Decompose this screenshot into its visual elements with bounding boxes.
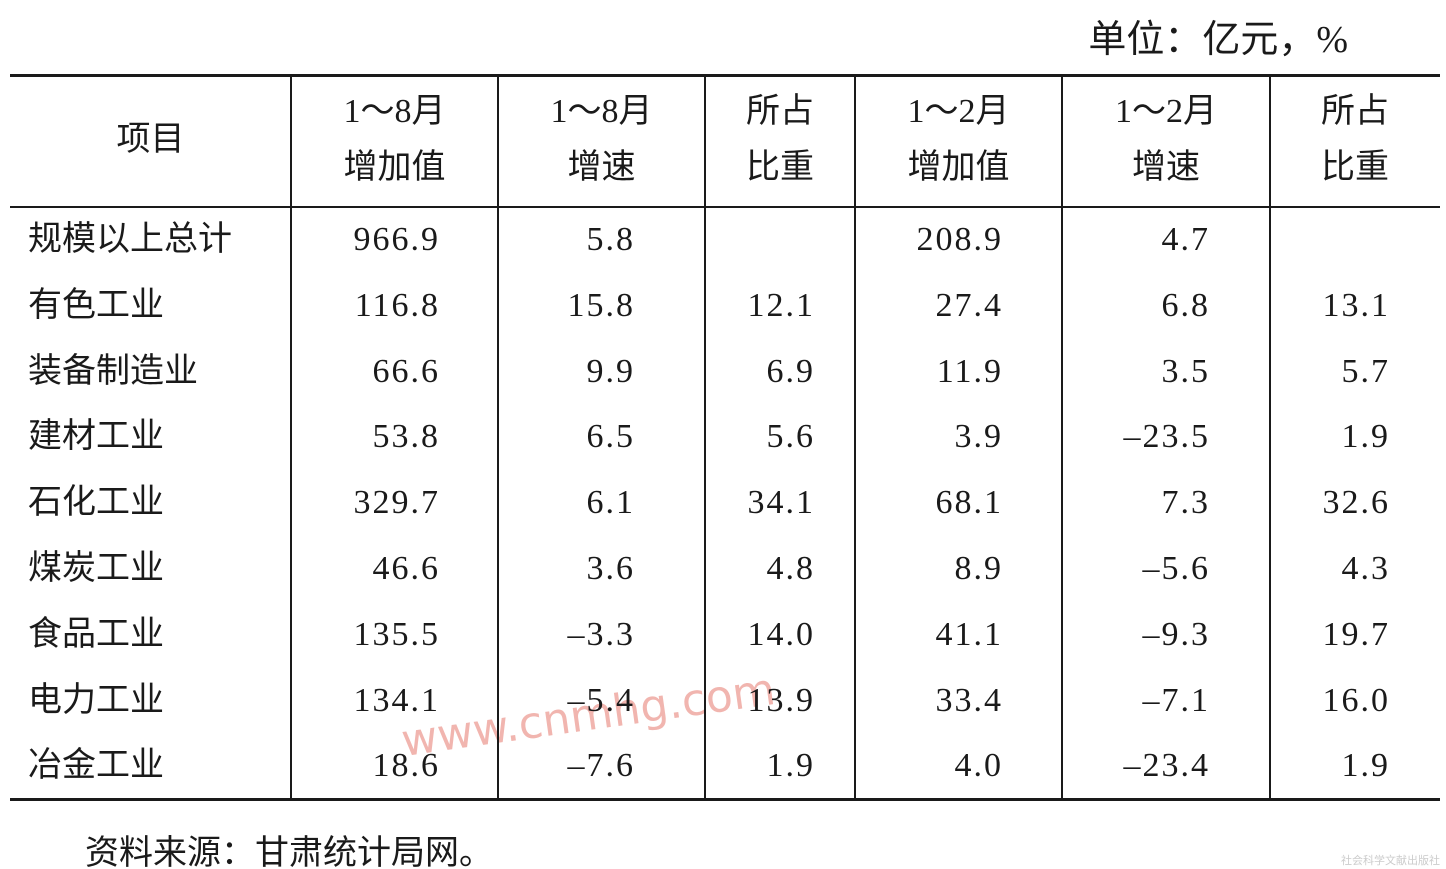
table-cell: 1.9	[766, 747, 815, 785]
row-label: 建材工业	[28, 418, 164, 456]
table-cell: 6.9	[766, 352, 815, 390]
column-rule	[854, 75, 856, 800]
table-cell: 53.8	[372, 418, 440, 456]
table-cell: 11.9	[936, 352, 1003, 390]
table-cell: –5.4	[567, 681, 635, 719]
table-cell: –23.4	[1123, 747, 1210, 785]
table-cell: 46.6	[372, 550, 440, 587]
table-cell: 8.9	[954, 550, 1003, 587]
header-text: 增加值	[907, 149, 1010, 186]
table-cell: –7.1	[1142, 681, 1210, 719]
header-text: 1～8月	[343, 93, 446, 130]
table-cell: 12.1	[747, 286, 815, 324]
table-cell: 134.1	[353, 681, 440, 719]
row-label: 有色工业	[28, 286, 164, 324]
table-cell: 4.3	[1341, 550, 1390, 587]
table-cell: 4.7	[1161, 221, 1210, 258]
table-cell: 15.8	[567, 286, 635, 324]
table-cell: 4.8	[766, 550, 815, 587]
row-label: 石化工业	[28, 484, 164, 522]
table-cell: 1.9	[1341, 418, 1390, 456]
header-text: 增速	[567, 149, 636, 186]
column-rule	[704, 75, 706, 800]
row-label: 电力工业	[28, 681, 164, 719]
header-text: 增速	[1132, 149, 1200, 186]
table-cell: 329.7	[353, 484, 440, 522]
table-cell: 3.9	[954, 418, 1003, 456]
table-cell: 27.4	[935, 286, 1003, 324]
table-cell: 16.0	[1322, 681, 1390, 719]
header-text: 1～2月	[907, 93, 1010, 130]
table-cell: 9.9	[586, 352, 635, 390]
table-cell: 3.5	[1161, 352, 1210, 390]
header-text: 项目	[116, 121, 185, 158]
table-bottom-rule	[10, 798, 1440, 801]
table-cell: 1.9	[1341, 747, 1390, 785]
table-cell: 7.3	[1161, 484, 1210, 522]
row-label: 冶金工业	[28, 747, 164, 785]
table-cell: 116.8	[354, 286, 440, 324]
header-text: 1～2月	[1115, 93, 1217, 130]
header-text: 比重	[1321, 149, 1389, 186]
table-cell: 41.1	[935, 615, 1003, 653]
table-cell: 966.9	[353, 221, 440, 258]
table-cell: 6.5	[586, 418, 635, 456]
table-cell: 3.6	[586, 550, 635, 587]
table-cell: 5.7	[1341, 352, 1390, 390]
table-cell: 208.9	[916, 221, 1003, 258]
column-rule	[1061, 75, 1063, 800]
table-cell: 33.4	[935, 681, 1003, 719]
publisher-mark: 社会科学文献出版社	[1341, 855, 1440, 867]
table-cell: –23.5	[1123, 418, 1210, 456]
table-cell: 13.9	[747, 681, 815, 719]
table-cell: –9.3	[1142, 615, 1210, 653]
header-text: 比重	[746, 149, 814, 186]
row-label: 煤炭工业	[28, 550, 164, 587]
column-rule	[1269, 75, 1271, 800]
source-note: 资料来源：甘肃统计局网。	[85, 835, 493, 869]
table-cell: 6.1	[586, 484, 635, 522]
header-text: 所占	[1321, 93, 1389, 130]
table-cell: –7.6	[567, 747, 635, 785]
unit-label: 单位：亿元，%	[1088, 19, 1348, 61]
table-cell: 5.8	[586, 221, 635, 258]
row-label: 食品工业	[28, 615, 164, 653]
header-rule	[10, 206, 1440, 208]
header-text: 所占	[746, 93, 814, 130]
table-cell: –3.3	[567, 615, 635, 653]
column-rule	[497, 75, 499, 800]
table-cell: 68.1	[935, 484, 1003, 522]
table-cell: 135.5	[353, 615, 440, 653]
column-rule	[290, 75, 292, 800]
table-cell: 18.6	[372, 747, 440, 785]
table-cell: 13.1	[1322, 286, 1390, 324]
row-label: 装备制造业	[28, 352, 198, 390]
table-cell: 34.1	[747, 484, 815, 522]
table-cell: 32.6	[1322, 484, 1390, 522]
table-top-rule	[10, 74, 1440, 77]
header-text: 1～8月	[550, 93, 653, 130]
row-label: 规模以上总计	[28, 221, 232, 258]
table-cell: 66.6	[372, 352, 440, 390]
header-text: 增加值	[343, 149, 446, 186]
table-cell: –5.6	[1142, 550, 1210, 587]
table-cell: 14.0	[747, 615, 815, 653]
table-cell: 19.7	[1322, 615, 1390, 653]
table-cell: 5.6	[766, 418, 815, 456]
table-cell: 6.8	[1161, 286, 1210, 324]
table-cell: 4.0	[954, 747, 1003, 785]
